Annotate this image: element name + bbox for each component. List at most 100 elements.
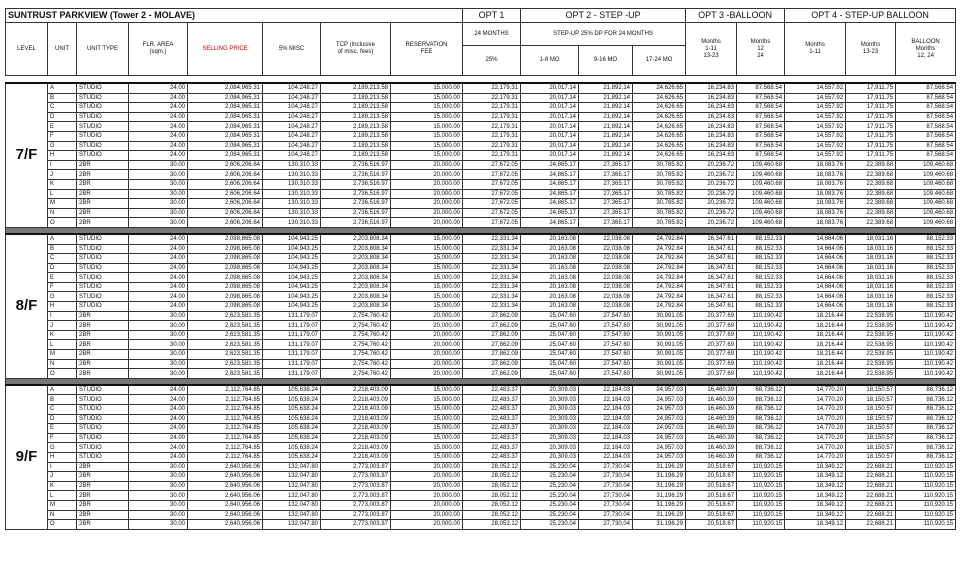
table-cell: 18,349.12 — [784, 509, 847, 521]
table-cell: 88,736.12 — [895, 442, 957, 453]
table-cell: 22,483.37 — [462, 413, 522, 425]
table-cell: 24.00 — [128, 451, 188, 463]
table-cell: 87,568.54 — [736, 92, 786, 104]
table-cell: 88,152.33 — [736, 262, 786, 274]
table-cell: 104,943.25 — [262, 262, 321, 274]
table-cell: 18,349.12 — [784, 471, 847, 482]
table-cell: 2,623,581.35 — [187, 358, 263, 370]
table-cell: 2,640,956.06 — [187, 499, 263, 511]
table-cell: 87,568.54 — [895, 121, 957, 132]
table-cell: 27,547.60 — [578, 358, 634, 370]
table-cell: 18,349.12 — [784, 490, 847, 501]
table-cell: 104,943.25 — [262, 253, 321, 264]
table-cell: 27,730.04 — [578, 509, 634, 521]
table-row: J 2BR 30.00 2,640,956.06 132,047.80 2,773,003… — [6, 471, 957, 482]
table-cell: 30.00 — [128, 349, 188, 360]
table-cell: H — [47, 150, 77, 161]
table-cell: 28,052.12 — [462, 471, 522, 482]
table-cell: 20,000.00 — [389, 499, 464, 511]
table-cell: 22,389.68 — [845, 198, 897, 209]
table-cell: 22,038.08 — [578, 262, 634, 274]
table-cell: 18,150.57 — [845, 404, 897, 415]
table-cell: 130,310.33 — [262, 188, 321, 200]
table-cell: 30.00 — [128, 461, 188, 473]
table-cell: 2,098,865.08 — [187, 272, 263, 283]
table-cell: 31,196.29 — [632, 499, 687, 511]
table-cell: 15,000.00 — [389, 130, 464, 142]
table-cell: 2BR — [76, 349, 129, 360]
table-cell: 30.00 — [128, 198, 188, 209]
table-cell: 21,892.14 — [578, 130, 634, 142]
table-cell: 25,047.60 — [520, 320, 580, 331]
table-cell: 16,347.61 — [685, 243, 738, 255]
table-cell: 30,991.05 — [632, 339, 687, 351]
table-cell: 18,083.76 — [784, 207, 847, 219]
table-cell: 24,792.84 — [632, 291, 687, 303]
table-cell: 2,640,956.06 — [187, 509, 263, 521]
table-cell: 24,957.03 — [632, 404, 687, 415]
table-cell: A — [47, 384, 77, 396]
table-cell: 28,052.12 — [462, 480, 522, 492]
table-cell: STUDIO — [76, 130, 129, 142]
table-cell: 88,152.33 — [736, 281, 786, 293]
table-cell: 2,218,403.09 — [320, 404, 391, 415]
table-cell: 2,189,213.58 — [320, 82, 391, 94]
table-cell: G — [47, 442, 77, 453]
table-cell: 17,911.75 — [845, 121, 897, 132]
table-cell: 16,460.39 — [685, 432, 738, 444]
table-cell: 16,234.83 — [685, 102, 738, 113]
table-cell: STUDIO — [76, 413, 129, 425]
table-cell: 30,785.82 — [632, 188, 687, 200]
table-cell: 2BR — [76, 368, 129, 379]
table-cell: 27,862.09 — [462, 349, 522, 360]
table-cell: 27,862.09 — [462, 329, 522, 341]
table-cell: 2,112,764.85 — [187, 384, 263, 396]
table-cell: 14,664.06 — [784, 301, 847, 312]
table-cell: 20,518.67 — [685, 509, 738, 521]
table-cell: 88,152.33 — [895, 233, 957, 245]
table-cell: 22,389.68 — [845, 178, 897, 190]
table-cell: 18,150.57 — [845, 423, 897, 434]
table-cell: 15,000.00 — [389, 102, 464, 113]
table-cell: 2,754,760.42 — [320, 310, 391, 322]
table-cell: 25,230.04 — [520, 490, 580, 501]
table-row: J 2BR 30.00 2,623,581.35 131,179.07 2,754,760… — [6, 320, 957, 331]
table-cell: 24.00 — [128, 442, 188, 453]
table-cell: 25,230.04 — [520, 499, 580, 511]
table-cell: I — [47, 159, 77, 171]
column-header: 17-24 MO — [632, 45, 687, 76]
table-cell: 15,000.00 — [389, 384, 464, 396]
table-cell: 2,203,808.34 — [320, 291, 391, 303]
table-cell: 15,000.00 — [389, 92, 464, 104]
table-cell: 24,957.03 — [632, 432, 687, 444]
table-cell: E — [47, 121, 77, 132]
table-cell: 18,216.44 — [784, 368, 847, 379]
table-cell: 27,365.17 — [578, 188, 634, 200]
table-cell: 2,112,764.85 — [187, 432, 263, 444]
table-cell: 14,770.20 — [784, 394, 847, 405]
table-cell: 14,770.20 — [784, 413, 847, 425]
table-cell: 2,754,760.42 — [320, 320, 391, 331]
separator — [5, 75, 956, 84]
table-cell: 2,218,403.09 — [320, 413, 391, 425]
table-cell: STUDIO — [76, 272, 129, 283]
table-cell: 14,770.20 — [784, 384, 847, 396]
table-cell: 105,638.24 — [262, 442, 321, 453]
table-cell: 2,084,965.31 — [187, 130, 263, 142]
table-cell: 104,248.27 — [262, 140, 321, 152]
table-cell: 22,184.03 — [578, 404, 634, 415]
table-cell: 27,672.05 — [462, 207, 522, 219]
table-cell: 22,483.37 — [462, 423, 522, 434]
table-cell: 105,638.24 — [262, 413, 321, 425]
table-cell: 110,190.42 — [736, 358, 786, 370]
table-cell: 104,248.27 — [262, 111, 321, 123]
table-cell: 21,892.14 — [578, 82, 634, 94]
table-cell: 2,189,213.58 — [320, 121, 391, 132]
table-cell: 110,190.42 — [736, 339, 786, 351]
table-cell: 24,626.65 — [632, 111, 687, 123]
table-cell: 27,365.17 — [578, 217, 634, 228]
table-cell: 22,483.37 — [462, 432, 522, 444]
table-cell: 17,911.75 — [845, 111, 897, 123]
table-cell: 14,770.20 — [784, 442, 847, 453]
table-cell: 31,196.29 — [632, 471, 687, 482]
